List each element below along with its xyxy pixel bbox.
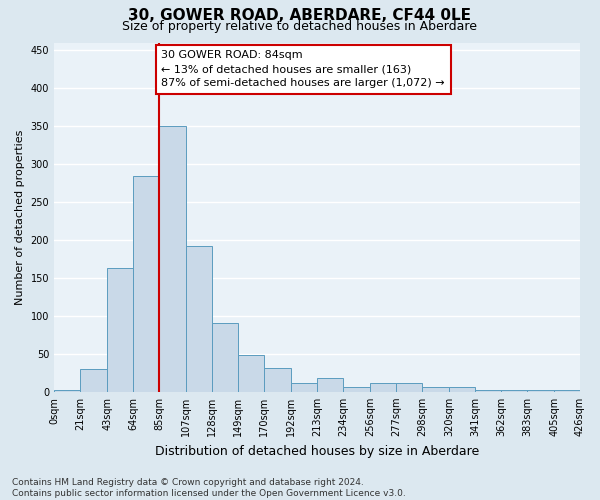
Bar [475, 390, 501, 392]
Bar [212, 322, 238, 392]
Bar [449, 387, 475, 392]
Text: 30, GOWER ROAD, ABERDARE, CF44 0LE: 30, GOWER ROAD, ABERDARE, CF44 0LE [128, 8, 472, 22]
Bar [264, 368, 291, 392]
Bar [186, 246, 212, 392]
Bar [54, 390, 80, 392]
Bar [370, 384, 396, 392]
Bar [343, 387, 370, 392]
Bar [238, 354, 264, 392]
Bar [527, 390, 554, 392]
Bar [133, 176, 159, 392]
Bar [159, 126, 186, 392]
Y-axis label: Number of detached properties: Number of detached properties [15, 130, 25, 305]
Bar [554, 390, 580, 392]
Bar [501, 390, 527, 392]
Text: Contains HM Land Registry data © Crown copyright and database right 2024.
Contai: Contains HM Land Registry data © Crown c… [12, 478, 406, 498]
Bar [422, 387, 449, 392]
Text: Size of property relative to detached houses in Aberdare: Size of property relative to detached ho… [122, 20, 478, 33]
Bar [317, 378, 343, 392]
Bar [107, 268, 133, 392]
Text: 30 GOWER ROAD: 84sqm
← 13% of detached houses are smaller (163)
87% of semi-deta: 30 GOWER ROAD: 84sqm ← 13% of detached h… [161, 50, 445, 88]
Bar [291, 384, 317, 392]
X-axis label: Distribution of detached houses by size in Aberdare: Distribution of detached houses by size … [155, 444, 479, 458]
Bar [80, 369, 107, 392]
Bar [396, 384, 422, 392]
